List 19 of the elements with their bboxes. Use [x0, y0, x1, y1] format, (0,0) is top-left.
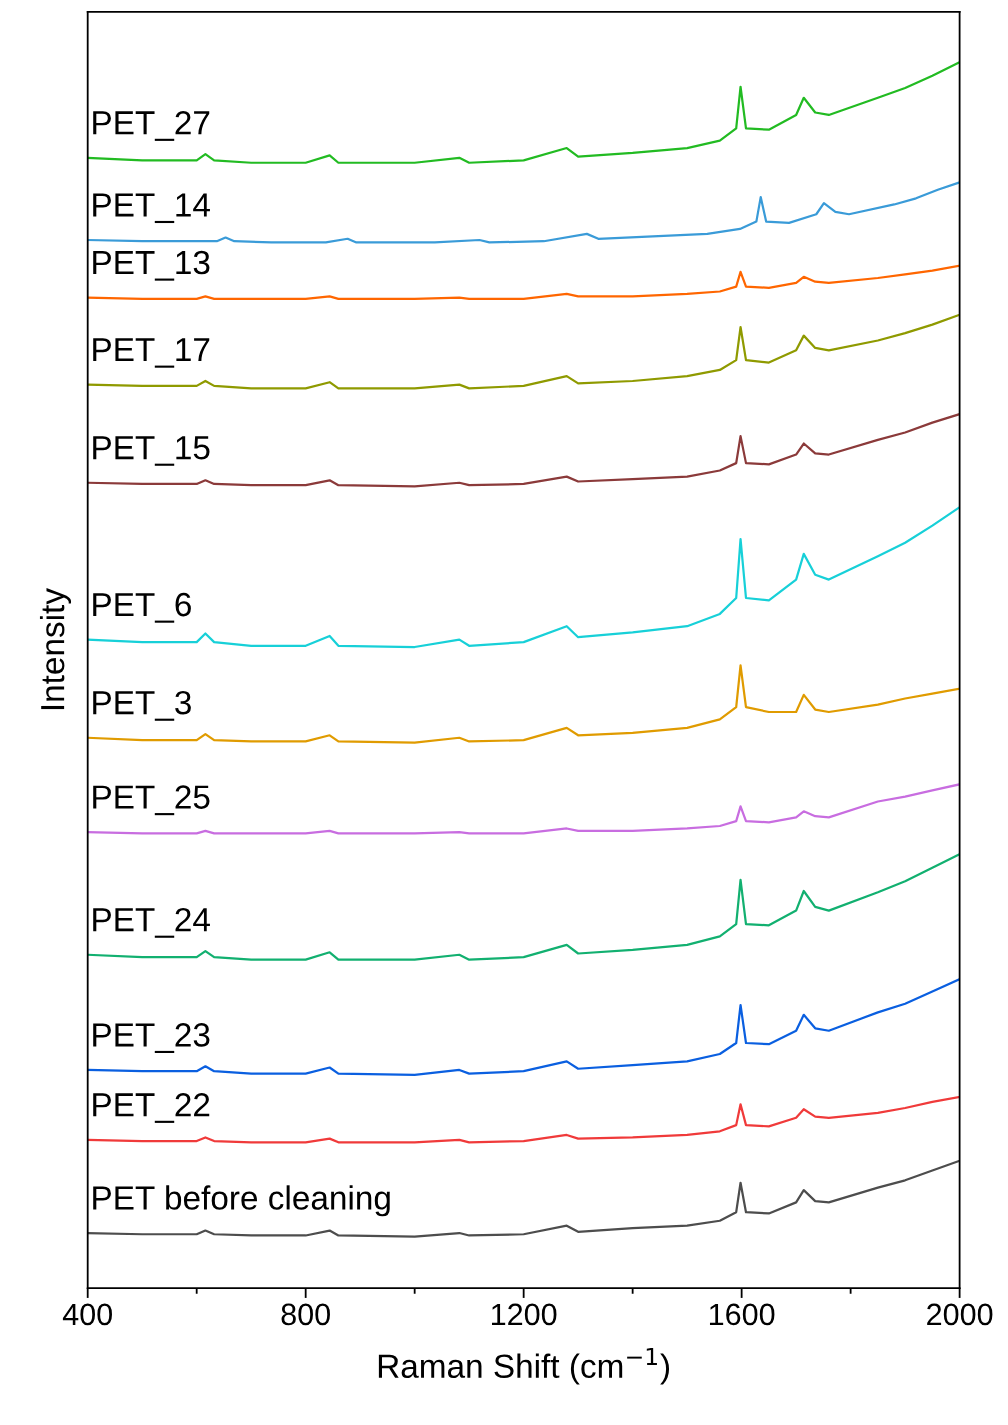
series-label: PET_24 — [93, 907, 210, 938]
x-tick-label: 400 — [62, 1303, 112, 1326]
series-label: PET_22 — [93, 1093, 210, 1123]
series-label: PET_14 — [93, 193, 210, 224]
series-label: PET_6 — [93, 592, 191, 623]
series-label: PET_15 — [93, 436, 210, 466]
series-label: PET before cleaning — [93, 1185, 390, 1217]
series-label: PET_3 — [93, 690, 191, 721]
x-tick-label: 1600 — [709, 1303, 775, 1326]
x-tick-label: 800 — [281, 1303, 330, 1326]
series-label: PET_25 — [93, 785, 210, 816]
x-tick-label: 2000 — [927, 1303, 993, 1326]
x-tick-label: 1200 — [492, 1303, 557, 1326]
x-axis-title: Raman Shift (cm$^{−1}$) — [378, 1347, 670, 1385]
series-label: PET_27 — [93, 111, 210, 141]
series-label: PET_17 — [93, 338, 210, 368]
series-label: PET_13 — [93, 250, 210, 281]
y-axis-title: Intensity — [39, 588, 72, 710]
series-label: PET_23 — [93, 1023, 210, 1054]
